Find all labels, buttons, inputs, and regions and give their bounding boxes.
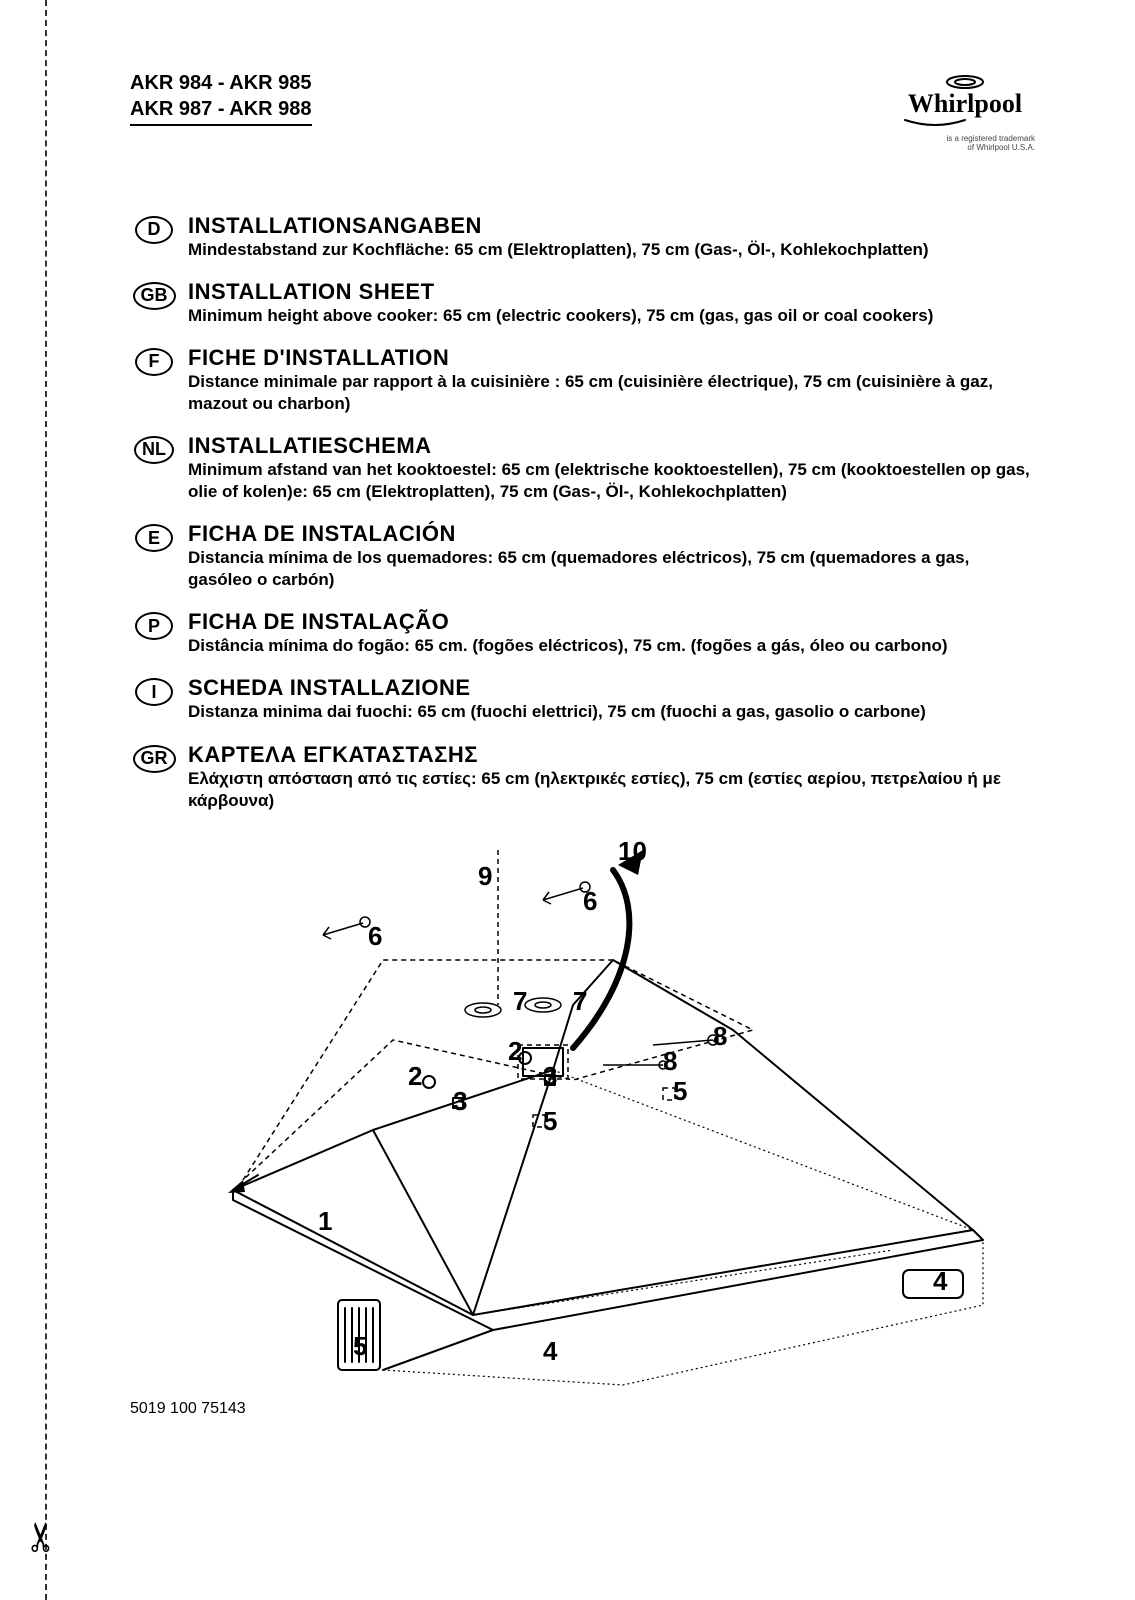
models-line-1: AKR 984 - AKR 985 xyxy=(130,70,312,96)
lang-description: Distância mínima do fogão: 65 cm. (fogõe… xyxy=(188,635,1035,657)
header: AKR 984 - AKR 985 AKR 987 - AKR 988 Whir… xyxy=(130,70,1035,153)
diagram-label-7: 7 xyxy=(573,986,587,1016)
diagram-label-5: 5 xyxy=(353,1331,367,1361)
diagram-label-6: 6 xyxy=(583,886,597,916)
lang-description: Distanza minima dai fuochi: 65 cm (fuoch… xyxy=(188,701,1035,723)
lang-description: Minimum afstand van het kooktoestel: 65 … xyxy=(188,459,1035,503)
lang-code-badge: GB xyxy=(130,281,178,311)
lang-title: INSTALLATIESCHEMA xyxy=(188,433,1035,459)
installation-diagram: 1096677828233551454 xyxy=(130,830,1035,1390)
lang-code-badge: D xyxy=(130,215,178,245)
lang-code-text: P xyxy=(135,612,173,640)
lang-body: INSTALLATIESCHEMAMinimum afstand van het… xyxy=(188,433,1035,503)
lang-description: Ελάχιστη απόσταση από τις εστίες: 65 cm … xyxy=(188,768,1035,812)
diagram-label-10: 10 xyxy=(618,836,647,866)
lang-entry-nl: NL INSTALLATIESCHEMAMinimum afstand van h… xyxy=(130,433,1035,503)
whirlpool-logo-icon: Whirlpool xyxy=(895,70,1035,130)
diagram-label-4: 4 xyxy=(933,1266,948,1296)
lang-entry-p: P FICHA DE INSTALAÇÃODistância mínima do … xyxy=(130,609,1035,657)
document-number: 5019 100 75143 xyxy=(130,1400,1035,1418)
lang-entry-i: I SCHEDA INSTALLAZIONEDistanza minima dai… xyxy=(130,675,1035,723)
lang-body: FICHA DE INSTALACIÓNDistancia mínima de … xyxy=(188,521,1035,591)
lang-title: INSTALLATION SHEET xyxy=(188,279,1035,305)
lang-code-text: D xyxy=(135,216,173,244)
lang-body: INSTALLATIONSANGABENMindestabstand zur K… xyxy=(188,213,1035,261)
lang-code-text: GB xyxy=(133,282,176,310)
lang-entry-gr: GR ΚΑΡΤΕΛΑ ΕΓΚΑΤΑΣΤΑΣΗΣΕλάχιστη απόσταση … xyxy=(130,742,1035,812)
cut-line xyxy=(45,0,47,1600)
lang-entry-f: F FICHE D'INSTALLATIONDistance minimale p… xyxy=(130,345,1035,415)
diagram-label-8: 8 xyxy=(663,1046,677,1076)
diagram-label-8: 8 xyxy=(713,1021,727,1051)
lang-description: Distance minimale par rapport à la cuisi… xyxy=(188,371,1035,415)
diagram-label-2: 2 xyxy=(408,1061,422,1091)
diagram-label-6: 6 xyxy=(368,921,382,951)
lang-code-badge: P xyxy=(130,611,178,641)
lang-code-text: I xyxy=(135,678,173,706)
lang-code-badge: NL xyxy=(130,435,178,465)
lang-body: FICHA DE INSTALAÇÃODistância mínima do f… xyxy=(188,609,1035,657)
lang-body: SCHEDA INSTALLAZIONEDistanza minima dai … xyxy=(188,675,1035,723)
lang-title: FICHA DE INSTALACIÓN xyxy=(188,521,1035,547)
lang-description: Distancia mínima de los quemadores: 65 c… xyxy=(188,547,1035,591)
diagram-label-9: 9 xyxy=(478,861,492,891)
brand-text: Whirlpool xyxy=(908,89,1022,118)
models-line-2: AKR 987 - AKR 988 xyxy=(130,96,312,122)
lang-code-badge: I xyxy=(130,677,178,707)
lang-code-text: NL xyxy=(134,436,174,464)
lang-code-text: E xyxy=(135,524,173,552)
lang-code-badge: F xyxy=(130,347,178,377)
diagram-label-3: 3 xyxy=(543,1061,557,1091)
lang-description: Mindestabstand zur Kochfläche: 65 cm (El… xyxy=(188,239,1035,261)
diagram-label-4: 4 xyxy=(543,1336,558,1366)
lang-code-text: F xyxy=(135,348,173,376)
trademark-line-2: of Whirlpool U.S.A. xyxy=(895,144,1035,153)
scissors-icon: ✂ xyxy=(19,1520,65,1554)
lang-body: FICHE D'INSTALLATIONDistance minimale pa… xyxy=(188,345,1035,415)
lang-entry-e: E FICHA DE INSTALACIÓNDistancia mínima de… xyxy=(130,521,1035,591)
model-numbers: AKR 984 - AKR 985 AKR 987 - AKR 988 xyxy=(130,70,312,126)
lang-description: Minimum height above cooker: 65 cm (elec… xyxy=(188,305,1035,327)
lang-code-badge: E xyxy=(130,523,178,553)
diagram-label-1: 1 xyxy=(318,1206,332,1236)
lang-title: INSTALLATIONSANGABEN xyxy=(188,213,1035,239)
diagram-label-3: 3 xyxy=(453,1086,467,1116)
lang-body: INSTALLATION SHEETMinimum height above c… xyxy=(188,279,1035,327)
diagram-label-5: 5 xyxy=(543,1106,557,1136)
lang-entry-gb: GB INSTALLATION SHEETMinimum height above… xyxy=(130,279,1035,327)
lang-code-badge: GR xyxy=(130,744,178,774)
lang-code-text: GR xyxy=(133,745,176,773)
lang-title: FICHA DE INSTALAÇÃO xyxy=(188,609,1035,635)
lang-title: SCHEDA INSTALLAZIONE xyxy=(188,675,1035,701)
brand-logo: Whirlpool is a registered trademark of W… xyxy=(895,70,1035,153)
lang-title: FICHE D'INSTALLATION xyxy=(188,345,1035,371)
lang-entry-d: D INSTALLATIONSANGABENMindestabstand zur … xyxy=(130,213,1035,261)
diagram-label-7: 7 xyxy=(513,986,527,1016)
diagram-label-5: 5 xyxy=(673,1076,687,1106)
lang-title: ΚΑΡΤΕΛΑ ΕΓΚΑΤΑΣΤΑΣΗΣ xyxy=(188,742,1035,768)
diagram-label-2: 2 xyxy=(508,1036,522,1066)
lang-body: ΚΑΡΤΕΛΑ ΕΓΚΑΤΑΣΤΑΣΗΣΕλάχιστη απόσταση απ… xyxy=(188,742,1035,812)
language-sections: D INSTALLATIONSANGABENMindestabstand zur … xyxy=(130,213,1035,812)
